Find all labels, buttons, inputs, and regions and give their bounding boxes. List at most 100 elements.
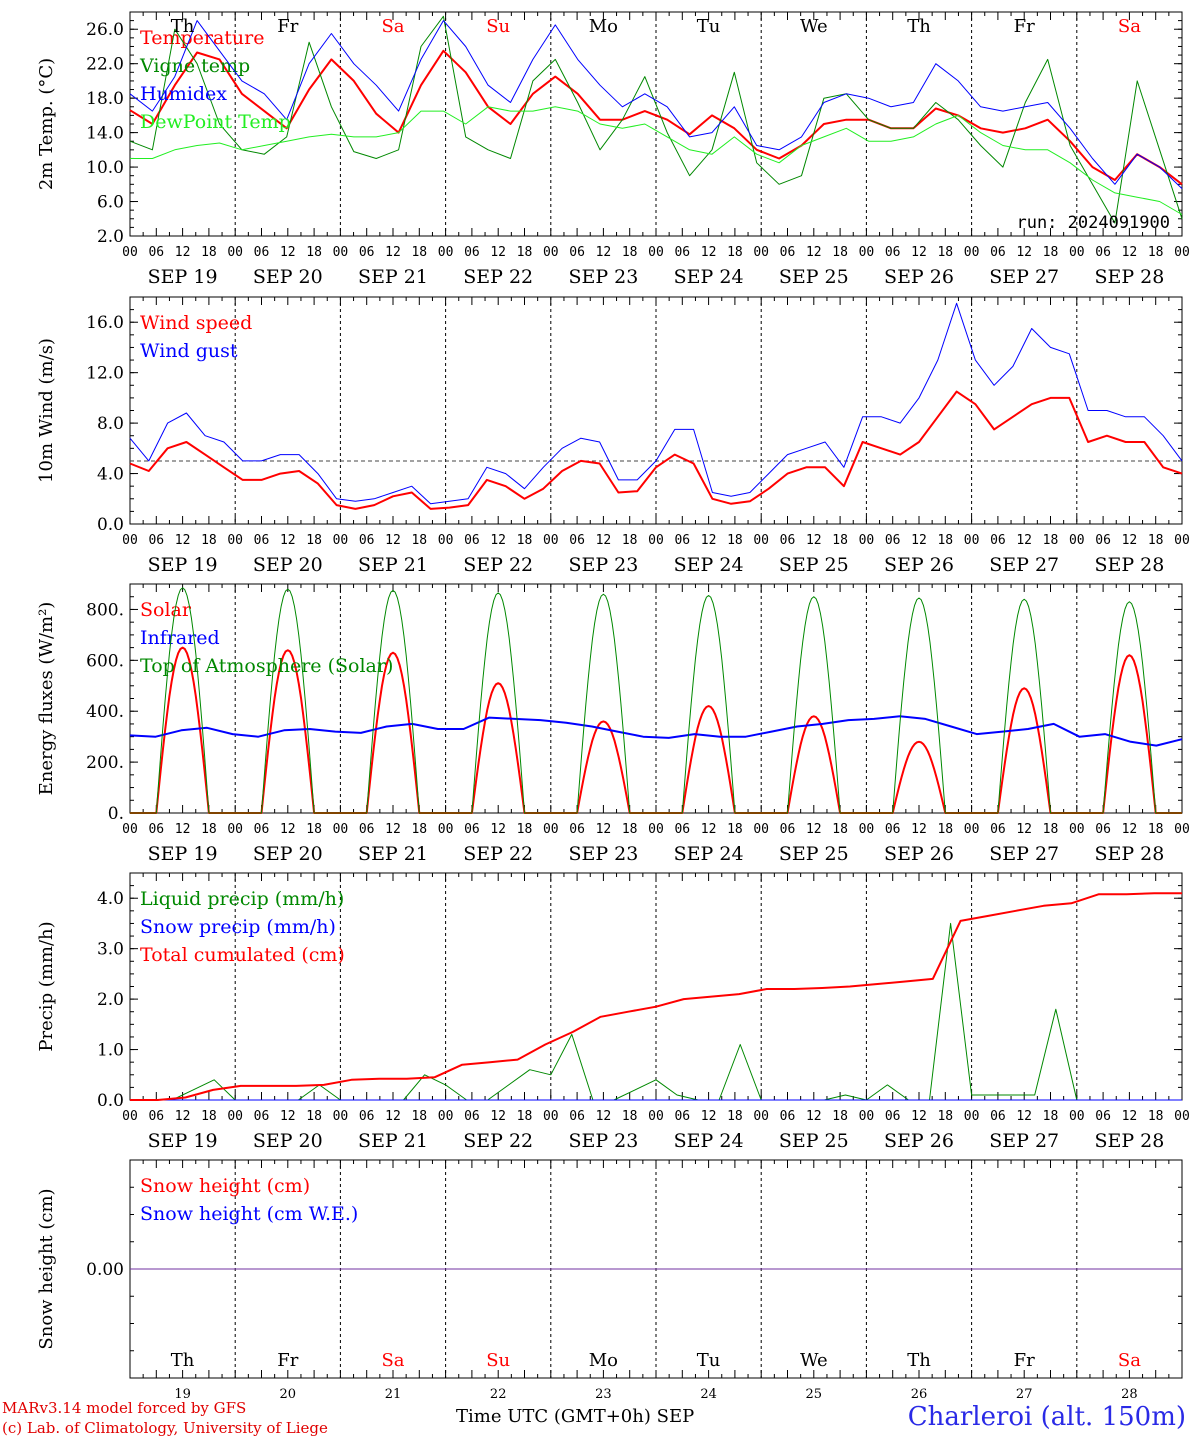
day-name: We (800, 16, 828, 37)
day-number: 19 (174, 1387, 191, 1402)
hour-label: 00 (1174, 533, 1190, 548)
hour-label: 00 (859, 245, 875, 260)
hour-label: 12 (911, 1109, 927, 1124)
series-line-total-cumulated-cm- (130, 892, 1182, 1101)
hour-label: 00 (227, 1109, 243, 1124)
hour-label: 12 (806, 822, 822, 837)
hour-label: 06 (885, 1109, 901, 1124)
hour-label: 06 (674, 245, 690, 260)
hour-label: 12 (385, 1109, 401, 1124)
y-tick-label: 400. (86, 702, 124, 722)
day-name: Sa (381, 16, 404, 37)
date-label: SEP 20 (253, 843, 323, 865)
day-name: Sa (1118, 1350, 1141, 1371)
hour-label: 18 (832, 533, 848, 548)
hour-label: 06 (780, 1109, 796, 1124)
hour-label: 00 (648, 245, 664, 260)
hour-label: 18 (727, 533, 743, 548)
date-label: SEP 22 (463, 266, 533, 288)
hour-label: 18 (1148, 245, 1164, 260)
legend-entry: Top of Atmosphere (Solar) (140, 655, 393, 677)
hour-label: 06 (464, 533, 480, 548)
hour-label: 06 (254, 245, 270, 260)
y-axis-label: 2m Temp. (°C) (36, 58, 57, 190)
hour-label: 12 (1122, 245, 1138, 260)
hour-label: 18 (201, 1109, 217, 1124)
hour-label: 00 (753, 533, 769, 548)
hour-label: 18 (622, 1109, 638, 1124)
day-name: Su (486, 1350, 510, 1371)
hour-label: 00 (753, 1109, 769, 1124)
date-label: SEP 23 (568, 554, 638, 576)
series-line-dewpoint-temp (130, 106, 1183, 215)
day-number: 27 (1016, 1387, 1033, 1402)
day-number: 22 (490, 1387, 507, 1402)
hour-label: 06 (1095, 245, 1111, 260)
hour-label: 12 (490, 1109, 506, 1124)
day-number: 23 (595, 1387, 612, 1402)
hour-label: 00 (648, 1109, 664, 1124)
hour-label: 12 (1122, 822, 1138, 837)
day-name: Fr (277, 16, 298, 37)
hour-label: 00 (122, 245, 138, 260)
day-name: Mo (589, 1350, 618, 1371)
legend-entry: Humidex (140, 83, 227, 105)
hour-label: 18 (201, 245, 217, 260)
date-label: SEP 19 (148, 843, 218, 865)
hour-label: 00 (543, 822, 559, 837)
date-label: SEP 26 (884, 554, 954, 576)
hour-label: 06 (359, 822, 375, 837)
hour-label: 06 (1095, 533, 1111, 548)
legend-entry: Wind speed (140, 312, 252, 334)
hour-label: 06 (990, 245, 1006, 260)
date-label: SEP 23 (568, 843, 638, 865)
legend-entry: DewPoint Temp (140, 111, 291, 133)
hour-label: 12 (806, 1109, 822, 1124)
hour-label: 00 (964, 1109, 980, 1124)
hour-label: 00 (543, 1109, 559, 1124)
day-number: 21 (385, 1387, 402, 1402)
hour-label: 06 (1095, 822, 1111, 837)
hour-label: 00 (859, 822, 875, 837)
legend-entry: Snow height (cm W.E.) (140, 1203, 358, 1225)
y-axis-label: Energy fluxes (W/m²) (36, 602, 57, 796)
hour-label: 18 (622, 245, 638, 260)
hour-label: 12 (806, 533, 822, 548)
day-name: Th (171, 1350, 195, 1371)
hour-label: 00 (1069, 245, 1085, 260)
hour-label: 00 (753, 822, 769, 837)
day-name: Fr (1014, 16, 1035, 37)
day-name: Su (486, 16, 510, 37)
hour-label: 18 (1043, 1109, 1059, 1124)
hour-label: 06 (990, 822, 1006, 837)
hour-label: 18 (201, 533, 217, 548)
day-number: 25 (806, 1387, 823, 1402)
legend-entry: Snow precip (mm/h) (140, 916, 336, 938)
hour-label: 12 (490, 245, 506, 260)
day-name: Th (171, 16, 195, 37)
hour-label: 06 (254, 1109, 270, 1124)
hour-label: 06 (885, 533, 901, 548)
hour-label: 12 (1122, 533, 1138, 548)
date-label: SEP 19 (148, 554, 218, 576)
hour-label: 00 (1069, 822, 1085, 837)
hour-label: 18 (1148, 533, 1164, 548)
hour-label: 12 (280, 822, 296, 837)
hour-label: 18 (622, 822, 638, 837)
hour-label: 18 (727, 822, 743, 837)
hour-label: 00 (333, 822, 349, 837)
hour-label: 00 (122, 533, 138, 548)
legend-entry: Liquid precip (mm/h) (140, 888, 344, 910)
hour-label: 12 (1016, 1109, 1032, 1124)
hour-label: 12 (175, 533, 191, 548)
hour-label: 06 (780, 822, 796, 837)
hour-label: 06 (674, 533, 690, 548)
hour-label: 00 (964, 533, 980, 548)
hour-label: 00 (964, 822, 980, 837)
series-line-wind-gust (129, 302, 1183, 505)
hour-label: 18 (832, 245, 848, 260)
y-tick-label: 16.0 (86, 313, 124, 333)
date-label: SEP 21 (358, 554, 428, 576)
series-line-wind-speed (129, 390, 1183, 510)
hour-label: 00 (122, 822, 138, 837)
